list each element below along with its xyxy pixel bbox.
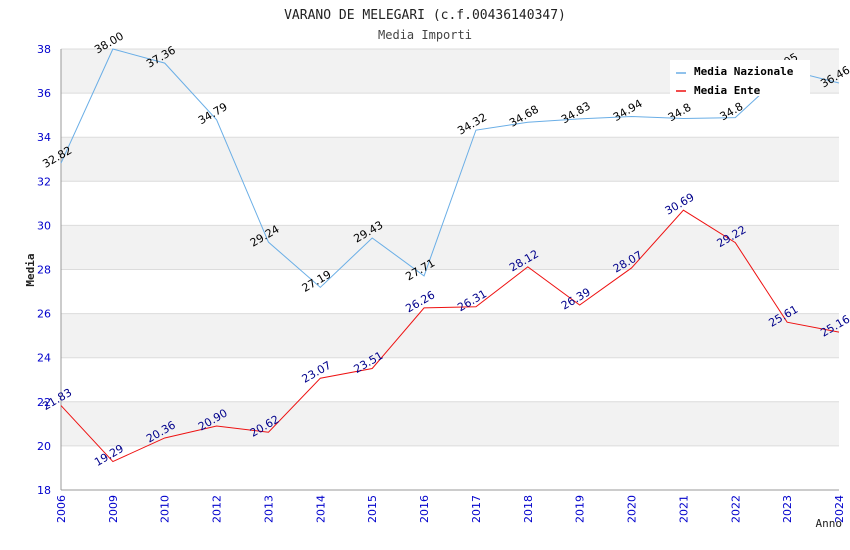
legend-label-media-nazionale: Media Nazionale [694, 65, 794, 78]
y-tick-label: 36 [37, 87, 51, 100]
x-tick-label: 2016 [418, 495, 431, 523]
x-tick-label: 2009 [107, 495, 120, 523]
x-tick-label: 2012 [211, 495, 224, 523]
legend: Media Nazionale Media Ente [670, 60, 810, 97]
legend-box [670, 60, 810, 96]
x-tick-label: 2024 [833, 495, 846, 523]
plot-band [61, 137, 839, 182]
legend-label-media-ente: Media Ente [694, 84, 761, 97]
y-tick-label: 30 [37, 219, 51, 232]
y-tick-label: 32 [37, 175, 51, 188]
x-tick-label: 2010 [159, 495, 172, 523]
y-tick-label: 20 [37, 440, 51, 453]
plot-band [61, 401, 839, 446]
y-tick-label: 18 [37, 484, 51, 497]
plot-band [61, 269, 839, 314]
plot-band [61, 313, 839, 358]
plot-band [61, 93, 839, 138]
x-tick-label: 2022 [729, 495, 742, 523]
x-tick-label: 2015 [366, 495, 379, 523]
chart-subtitle: Media Importi [378, 28, 472, 42]
y-axis-label: Media [24, 253, 37, 286]
x-tick-label: 2021 [677, 495, 690, 523]
plot-band [61, 357, 839, 402]
x-tick-label: 2013 [262, 495, 275, 523]
x-axis-label: Anno [816, 517, 843, 530]
y-tick-label: 24 [37, 352, 51, 365]
x-tick-label: 2006 [55, 495, 68, 523]
y-tick-label: 26 [37, 308, 51, 321]
x-tick-label: 2018 [522, 495, 535, 523]
x-tick-label: 2019 [574, 495, 587, 523]
x-tick-label: 2020 [626, 495, 639, 523]
y-tick-label: 22 [37, 396, 51, 409]
plot-band [61, 225, 839, 270]
x-tick-label: 2017 [470, 495, 483, 523]
y-tick-label: 28 [37, 264, 51, 277]
x-tick-label: 2023 [781, 495, 794, 523]
y-tick-label: 38 [37, 43, 51, 56]
plot-band [61, 445, 839, 490]
series-line-media-ente [60, 209, 840, 463]
chart-title: VARANO DE MELEGARI (c.f.00436140347) [284, 8, 566, 23]
y-tick-label: 34 [37, 131, 51, 144]
x-tick-label: 2014 [314, 495, 327, 523]
series-line-media-nazionale [60, 48, 840, 289]
